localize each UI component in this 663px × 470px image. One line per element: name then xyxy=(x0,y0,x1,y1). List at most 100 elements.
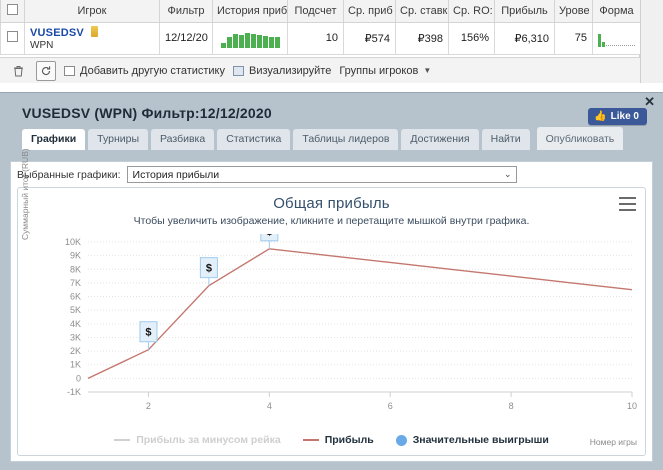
svg-text:10K: 10K xyxy=(65,237,81,247)
page-title: VUSEDSV (WPN) Фильтр:12/12/2020 xyxy=(22,105,272,121)
svg-text:6K: 6K xyxy=(70,292,81,302)
chart-legend: Прибыль за минусом рейка Прибыль Значите… xyxy=(18,431,645,449)
thumbs-up-icon: 👍 xyxy=(594,111,607,122)
legend-dot-swatch xyxy=(395,434,407,446)
player-groups-label: Группы игроков xyxy=(339,64,419,77)
player-name-link[interactable]: VUSEDSV xyxy=(30,26,84,39)
col-profit-history[interactable]: История приб xyxy=(212,0,288,23)
panel-tabs: Графики Турниры Разбивка Статистика Табл… xyxy=(22,127,651,150)
svg-text:10: 10 xyxy=(627,401,637,411)
level-value: 75 xyxy=(574,32,587,44)
visualize-label: Визуализируйте xyxy=(249,64,332,77)
copy-icon xyxy=(64,65,75,76)
col-profit[interactable]: Прибыль xyxy=(494,0,555,23)
svg-text:5K: 5K xyxy=(70,305,81,315)
refresh-icon[interactable] xyxy=(36,60,56,81)
legend-item-profit[interactable]: Прибыль xyxy=(302,434,374,446)
cell-avg-profit: ₽574 xyxy=(343,21,396,55)
svg-text:4: 4 xyxy=(267,401,272,411)
tab-dostizheniya[interactable]: Достижения xyxy=(401,129,479,150)
col-select[interactable] xyxy=(0,0,25,23)
tab-opublikovat[interactable]: Опубликовать xyxy=(536,127,624,150)
svg-text:2: 2 xyxy=(146,401,151,411)
stats-table-panel: Игрок Фильтр История приб Подсчет Ср. пр… xyxy=(0,0,663,83)
col-form[interactable]: Форма xyxy=(592,0,641,23)
medal-icon xyxy=(90,25,98,37)
hamburger-menu-icon[interactable] xyxy=(619,197,636,211)
tab-statistika[interactable]: Статистика xyxy=(217,129,291,150)
table-row[interactable]: VUSEDSV WPN 12/12/20 10 ₽574 xyxy=(0,21,663,55)
chart-select[interactable]: История прибыли ⌄ xyxy=(126,166,517,183)
filter-value: 12/12/20 xyxy=(165,32,208,44)
svg-text:0: 0 xyxy=(76,373,81,383)
image-icon xyxy=(233,65,244,76)
col-avg-buyin[interactable]: Ср. ставк xyxy=(395,0,449,23)
profit-line-chart[interactable]: -1K 0 1K 2K 3K 4K 5K 6K 7K 8K 9K 10K 2 4 6 8 10 $ $ $ xyxy=(18,234,649,416)
player-stats-table: Игрок Фильтр История приб Подсчет Ср. пр… xyxy=(0,0,663,55)
player-site: WPN xyxy=(30,39,54,51)
avg-profit-value: ₽574 xyxy=(364,32,390,45)
row-select-cell[interactable] xyxy=(0,21,25,55)
svg-text:3K: 3K xyxy=(70,332,81,342)
svg-text:8K: 8K xyxy=(70,264,81,274)
tab-nayti[interactable]: Найти xyxy=(481,129,530,150)
col-avg-profit[interactable]: Ср. приб xyxy=(343,0,396,23)
visualize-button[interactable]: Визуализируйте xyxy=(233,65,331,77)
add-another-stat-label: Добавить другую статистику xyxy=(80,64,225,77)
cell-avg-buyin: ₽398 xyxy=(395,21,449,55)
legend-item-rake-profit[interactable]: Прибыль за минусом рейка xyxy=(114,434,281,446)
cell-form xyxy=(592,21,641,55)
facebook-like-button[interactable]: 👍 Like 0 xyxy=(588,108,647,125)
tab-grafiki[interactable]: Графики xyxy=(22,129,86,150)
col-level[interactable]: Урове xyxy=(554,0,593,23)
profit-history-sparkline xyxy=(218,28,282,48)
table-toolbar: Добавить другую статистику Визуализируйт… xyxy=(0,57,640,83)
vertical-scrollbar[interactable] xyxy=(640,0,663,83)
tab-turniry[interactable]: Турниры xyxy=(88,129,149,150)
tab-tablitsy-liderov[interactable]: Таблицы лидеров xyxy=(293,129,399,150)
count-value: 10 xyxy=(325,32,338,44)
cell-count: 10 xyxy=(287,21,344,55)
cell-level: 75 xyxy=(554,21,593,55)
legend-label-big-wins: Значительные выигрыши xyxy=(412,434,549,446)
chevron-down-icon: ⌄ xyxy=(504,169,512,179)
chevron-down-icon: ▼ xyxy=(423,66,432,75)
cell-profit: ₽6,310 xyxy=(494,21,555,55)
player-detail-panel: ✕ VUSEDSV (WPN) Фильтр:12/12/2020 👍 Like… xyxy=(0,92,663,470)
legend-line-swatch xyxy=(114,439,131,441)
select-all-checkbox[interactable] xyxy=(7,3,18,15)
close-icon[interactable]: ✕ xyxy=(644,94,655,109)
svg-text:$: $ xyxy=(266,234,272,238)
cell-avg-roi: 156% xyxy=(448,21,495,55)
legend-item-big-wins[interactable]: Значительные выигрыши xyxy=(395,434,549,446)
chart-title: Общая прибыль xyxy=(273,195,390,212)
svg-text:1K: 1K xyxy=(70,360,81,370)
svg-text:4K: 4K xyxy=(70,319,81,329)
chart-plot-area[interactable]: -1K 0 1K 2K 3K 4K 5K 6K 7K 8K 9K 10K 2 4 6 8 10 $ $ $ xyxy=(18,234,645,416)
cell-player: VUSEDSV WPN xyxy=(24,21,160,55)
col-count[interactable]: Подсчет xyxy=(287,0,344,23)
col-filter[interactable]: Фильтр xyxy=(159,0,213,23)
svg-text:9K: 9K xyxy=(70,251,81,261)
svg-text:2K: 2K xyxy=(70,346,81,356)
col-player[interactable]: Игрок xyxy=(24,0,160,23)
legend-label-profit: Прибыль xyxy=(324,434,374,446)
cell-filter: 12/12/20 xyxy=(159,21,213,55)
col-avg-roi[interactable]: Ср. RO: xyxy=(448,0,495,23)
profit-value: ₽6,310 xyxy=(514,32,549,45)
svg-text:-1K: -1K xyxy=(67,387,81,397)
tab-razbivka[interactable]: Разбивка xyxy=(151,129,215,150)
trash-icon[interactable] xyxy=(8,61,28,81)
add-another-stat-button[interactable]: Добавить другую статистику xyxy=(64,65,225,77)
chart-selector-row: Выбранные графики: История прибыли ⌄ xyxy=(11,162,652,186)
player-groups-dropdown[interactable]: Группы игроков ▼ xyxy=(339,65,431,77)
chart-x-axis-label: Номер игры xyxy=(589,437,637,447)
cell-history xyxy=(212,21,288,55)
legend-line-swatch xyxy=(302,439,319,441)
chart-subtitle: Чтобы увеличить изображение, кликните и … xyxy=(133,215,530,227)
svg-text:$: $ xyxy=(206,263,212,275)
row-checkbox[interactable] xyxy=(7,31,18,42)
avg-buyin-value: ₽398 xyxy=(417,32,443,45)
panel-content: Выбранные графики: История прибыли ⌄ Общ… xyxy=(10,148,653,462)
svg-text:8: 8 xyxy=(509,401,514,411)
